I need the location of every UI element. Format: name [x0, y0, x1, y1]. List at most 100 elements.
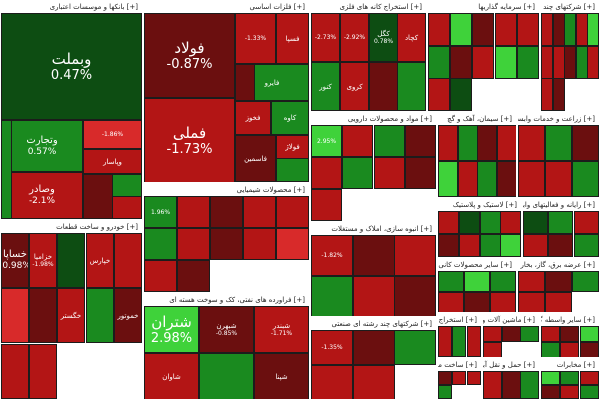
stock-tile[interactable]: -1.35%	[311, 330, 353, 365]
sector-title[interactable]: [+] استخراج کانه های فلزی	[311, 1, 426, 13]
stock-tile[interactable]	[490, 292, 516, 312]
sector-panel[interactable]: [+] سایر محصولات کانی غیرفلزی	[437, 258, 517, 313]
stock-tile[interactable]	[541, 342, 560, 357]
sector-panel[interactable]: [+] سرمایه گذاریها	[427, 0, 540, 112]
stock-tile[interactable]	[495, 13, 517, 46]
stock-tile[interactable]	[394, 330, 436, 365]
stock-tile[interactable]: شتران 2.98%	[144, 306, 199, 353]
stock-tile[interactable]	[1, 288, 29, 343]
stock-tile[interactable]	[560, 371, 579, 385]
stock-tile[interactable]	[450, 13, 472, 46]
sector-title[interactable]: [+] سایر واسطه گریهای مالی	[541, 314, 599, 326]
stock-tile[interactable]	[495, 46, 517, 79]
stock-tile[interactable]	[560, 385, 579, 399]
stock-tile[interactable]	[497, 125, 516, 161]
stock-tile[interactable]	[86, 288, 114, 343]
stock-tile[interactable]: کگل 0.78%	[369, 13, 398, 62]
stock-tile[interactable]	[517, 46, 539, 79]
stock-tile[interactable]	[574, 234, 599, 257]
sector-panel[interactable]: [+] بانکها و موسسات اعتباری وبملت 0.47% وتج…	[0, 0, 143, 220]
stock-tile[interactable]	[560, 326, 579, 342]
stock-tile[interactable]	[353, 330, 395, 365]
stock-tile[interactable]	[438, 271, 464, 292]
stock-tile[interactable]	[480, 234, 501, 257]
stock-tile[interactable]: وصادر -2.1%	[1, 172, 83, 219]
stock-tile[interactable]	[523, 211, 548, 234]
stock-tile[interactable]	[464, 292, 490, 312]
stock-tile[interactable]: فسپا	[276, 13, 309, 64]
stock-tile[interactable]	[545, 271, 572, 292]
stock-tile[interactable]	[438, 292, 464, 312]
stock-tile[interactable]	[500, 211, 521, 234]
stock-tile[interactable]	[405, 157, 436, 189]
stock-tile[interactable]: -2.73%	[311, 13, 340, 62]
stock-tile[interactable]	[545, 161, 572, 197]
stock-tile[interactable]	[483, 371, 502, 399]
stock-tile[interactable]: 2.95%	[311, 125, 342, 157]
sector-title[interactable]: [+] سایر محصولات کانی غیرفلزی	[438, 259, 516, 271]
sector-panel[interactable]: [+] لاستیک و پلاستیک	[437, 198, 522, 258]
sector-panel[interactable]: [+] عرضه برق، گاز، بخار و آب گرم	[517, 258, 600, 313]
stock-tile[interactable]: وپاسار	[83, 149, 142, 174]
sector-panel[interactable]: [+] ساخت محصولات فلزی	[437, 358, 482, 400]
stock-tile[interactable]	[548, 211, 573, 234]
stock-tile[interactable]	[438, 371, 452, 385]
stock-tile[interactable]: شپنا	[254, 353, 309, 399]
stock-tile[interactable]	[1, 120, 12, 219]
stock-tile[interactable]	[276, 158, 309, 182]
stock-tile[interactable]	[572, 161, 599, 197]
stock-tile[interactable]	[541, 385, 560, 399]
stock-tile[interactable]	[502, 326, 521, 342]
stock-tile[interactable]	[541, 326, 560, 342]
stock-tile[interactable]	[459, 234, 480, 257]
sector-panel[interactable]: [+] فراورده های نفتی، کک و سوخت هسته ای ش…	[143, 293, 310, 400]
sector-panel[interactable]: [+] خودرو و ساخت قطعاتخساپا-0.98%خزامیا-…	[0, 220, 143, 400]
stock-tile[interactable]	[438, 125, 458, 161]
stock-tile[interactable]	[276, 196, 309, 228]
stock-tile[interactable]: فولاد -0.87%	[144, 13, 235, 98]
stock-tile[interactable]	[490, 271, 516, 292]
sector-panel[interactable]: [+] استخراج زغال سنگ	[437, 313, 482, 358]
stock-tile[interactable]	[580, 371, 599, 385]
stock-tile[interactable]	[438, 326, 452, 357]
stock-tile[interactable]	[458, 161, 478, 197]
stock-tile[interactable]	[580, 326, 599, 342]
stock-tile[interactable]	[545, 292, 572, 312]
stock-tile[interactable]: خموتور	[114, 288, 142, 343]
stock-tile[interactable]	[374, 157, 405, 189]
sector-panel[interactable]: [+] رایانه و فعالیتهای وابسته	[522, 198, 600, 258]
sector-title[interactable]: [+] حمل و نقل آبی	[483, 359, 539, 371]
stock-tile[interactable]	[452, 326, 466, 357]
sector-panel[interactable]: [+] ماشین آلات و تجهیزات	[482, 313, 540, 358]
stock-tile[interactable]	[210, 196, 243, 228]
stock-tile[interactable]	[342, 125, 373, 157]
stock-tile[interactable]	[235, 64, 255, 101]
stock-tile[interactable]	[450, 78, 472, 111]
stock-tile[interactable]	[311, 276, 353, 316]
sector-panel[interactable]: [+] مواد و محصولات دارویی 2.95%	[310, 112, 437, 222]
stock-tile[interactable]	[311, 189, 342, 221]
sector-panel[interactable]: [+] انبوه سازی، املاک و مستغلات -1.82%	[310, 222, 437, 317]
stock-tile[interactable]	[587, 13, 599, 46]
stock-tile[interactable]	[438, 211, 459, 234]
stock-tile[interactable]	[480, 211, 501, 234]
sector-title[interactable]: [+] محصولات شیمیایی	[144, 184, 309, 196]
stock-tile[interactable]	[114, 233, 142, 288]
stock-tile[interactable]: خزامیا -1.98%	[29, 233, 57, 288]
sector-title[interactable]: [+] سرمایه گذاریها	[428, 1, 539, 13]
stock-tile[interactable]	[394, 235, 436, 276]
stock-tile[interactable]: -1.82%	[311, 235, 353, 276]
sector-panel[interactable]: [+] محصولات شیمیایی 1.96%	[143, 183, 310, 293]
stock-tile[interactable]	[177, 260, 210, 292]
stock-tile[interactable]	[477, 161, 497, 197]
stock-tile[interactable]: خگستر	[57, 288, 85, 343]
sector-title[interactable]: [+] رایانه و فعالیتهای وابسته	[523, 199, 599, 211]
stock-tile[interactable]	[438, 234, 459, 257]
stock-tile[interactable]	[177, 228, 210, 260]
sector-panel[interactable]: [+] سیمان، آهک و گچ	[437, 112, 517, 198]
stock-tile[interactable]: کچاد	[397, 13, 426, 62]
stock-tile[interactable]	[545, 125, 572, 161]
stock-tile[interactable]	[353, 365, 395, 399]
sector-title[interactable]: [+] شرکتهای چند رشته ای صنعتی	[541, 1, 599, 13]
stock-tile[interactable]	[518, 292, 545, 312]
